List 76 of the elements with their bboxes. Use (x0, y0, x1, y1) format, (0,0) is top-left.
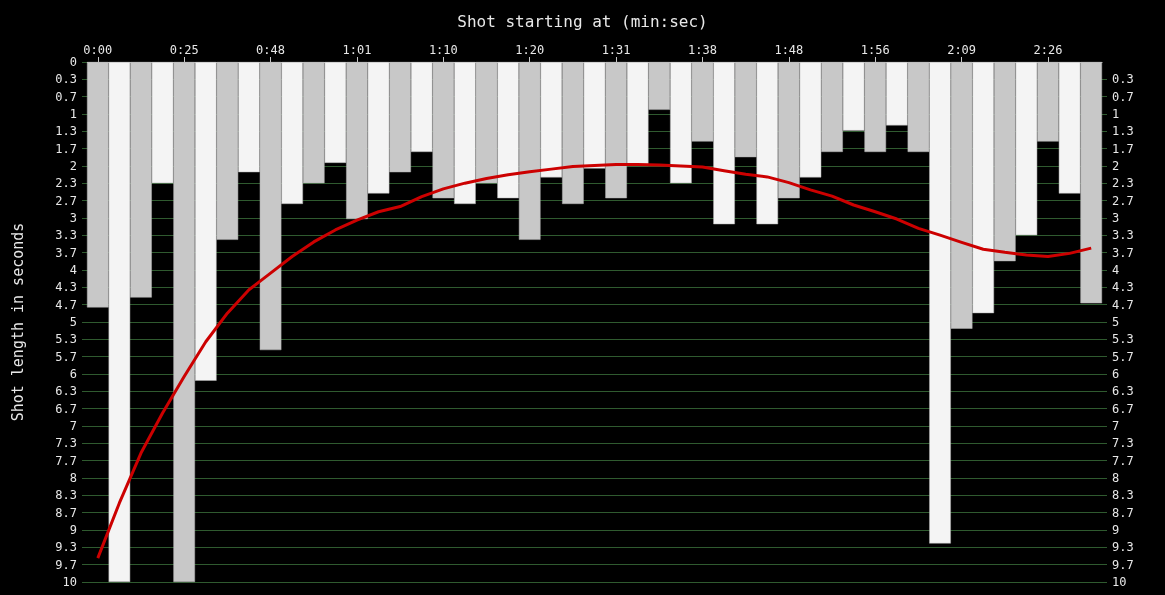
y2-tick-label: 1 (1112, 107, 1120, 121)
y2-tick-label: 6 (1112, 367, 1120, 381)
y2-tick-label: 10 (1112, 575, 1127, 589)
y-tick-label: 4.7 (55, 297, 77, 312)
y2-tick-label: 3 (1112, 211, 1120, 225)
y2-tick-label: 3.7 (1112, 245, 1134, 260)
y-tick-label: 1.7 (55, 141, 77, 156)
y2-tick-label: 6.3 (1112, 384, 1134, 399)
x-tick-label: 0:00 (83, 43, 113, 57)
y2-tick-label: 1.3 (1112, 124, 1134, 139)
y2-tick-label: 5.3 (1112, 332, 1134, 347)
y-tick-label: 1.3 (55, 124, 77, 139)
y-tick-label: 7.3 (55, 436, 77, 451)
y-tick-label: 8.3 (55, 488, 77, 503)
y2-tick-label: 7.3 (1112, 436, 1134, 451)
y2-tick-label: 0.3 (1112, 72, 1134, 87)
x-tick-label: 2:26 (1033, 43, 1063, 57)
x-tick-label: 1:31 (601, 43, 631, 57)
y2-tick-label: 8.3 (1112, 488, 1134, 503)
y-tick-label: 2.3 (55, 176, 77, 191)
y2-tick-label: 7.7 (1112, 453, 1134, 468)
y2-tick-label: 4.3 (1112, 280, 1134, 295)
chart-title: Shot starting at (min:sec) (457, 11, 708, 31)
y-tick-label: 5.3 (55, 332, 77, 347)
x-tick-label: 0:25 (169, 43, 199, 57)
y-tick-label: 0.3 (55, 72, 77, 87)
y-tick-label: 8.7 (55, 505, 77, 520)
y2-tick-label: 2 (1112, 159, 1120, 173)
y-tick-label: 0.7 (55, 89, 77, 104)
y2-tick-label: 8.7 (1112, 505, 1134, 520)
y2-tick-label: 9.3 (1112, 540, 1134, 555)
y2-tick-label: 0.7 (1112, 89, 1134, 104)
y-tick-label: 3 (69, 211, 77, 225)
y-tick-label: 5.7 (55, 349, 77, 364)
x-tick-label: 1:38 (688, 43, 717, 57)
y-tick-label: 2 (69, 159, 77, 173)
y-tick-label: 7.7 (55, 453, 77, 468)
y2-tick-label: 9.7 (1112, 557, 1134, 572)
x-tick-label: 1:01 (342, 43, 372, 57)
y-tick-label: 1 (69, 107, 77, 121)
y2-tick-label: 4.7 (1112, 297, 1134, 312)
y-tick-label: 6.7 (55, 401, 77, 416)
y2-tick-label: 3.3 (1112, 228, 1134, 243)
x-tick-label: 2:09 (947, 43, 977, 57)
y2-tick-label: 2.7 (1112, 193, 1134, 208)
y-tick-label: 9.3 (55, 540, 77, 555)
y-tick-label: 7 (69, 419, 77, 433)
x-tick-label: 1:48 (774, 43, 804, 57)
y-tick-label: 6 (69, 367, 77, 381)
y-tick-label: 9 (69, 523, 77, 537)
y-tick-label: 3.3 (55, 228, 77, 243)
x-tick-label: 0:48 (256, 43, 286, 57)
y-tick-label: 4 (69, 263, 77, 277)
y-tick-label: 9.7 (55, 557, 77, 572)
y-tick-label: 2.7 (55, 193, 77, 208)
x-tick-label: 1:10 (428, 43, 458, 57)
line-series (96, 162, 1093, 560)
y2-tick-label: 9 (1112, 523, 1120, 537)
y2-tick-label: 2.3 (1112, 176, 1134, 191)
y-tick-label: 10 (62, 575, 77, 589)
x-tick-label: 1:56 (860, 43, 890, 57)
y-tick-label: 0 (69, 55, 77, 69)
y2-tick-label: 6.7 (1112, 401, 1134, 416)
x-tick-label: 1:20 (515, 43, 545, 57)
y2-tick-label: 4 (1112, 263, 1120, 277)
y-tick-label: 5 (69, 315, 77, 329)
y-axis-title: Shot length in seconds (8, 222, 27, 422)
y2-tick-label: 8 (1112, 471, 1120, 485)
y2-tick-label: 1.7 (1112, 141, 1134, 156)
y-tick-label: 3.7 (55, 245, 77, 260)
y-tick-label: 8 (69, 471, 77, 485)
y2-tick-label: 7 (1112, 419, 1120, 433)
y2-tick-label: 5 (1112, 315, 1120, 329)
y-tick-label: 6.3 (55, 384, 77, 399)
y-tick-label: 4.3 (55, 280, 77, 295)
y2-tick-label: 5.7 (1112, 349, 1134, 364)
